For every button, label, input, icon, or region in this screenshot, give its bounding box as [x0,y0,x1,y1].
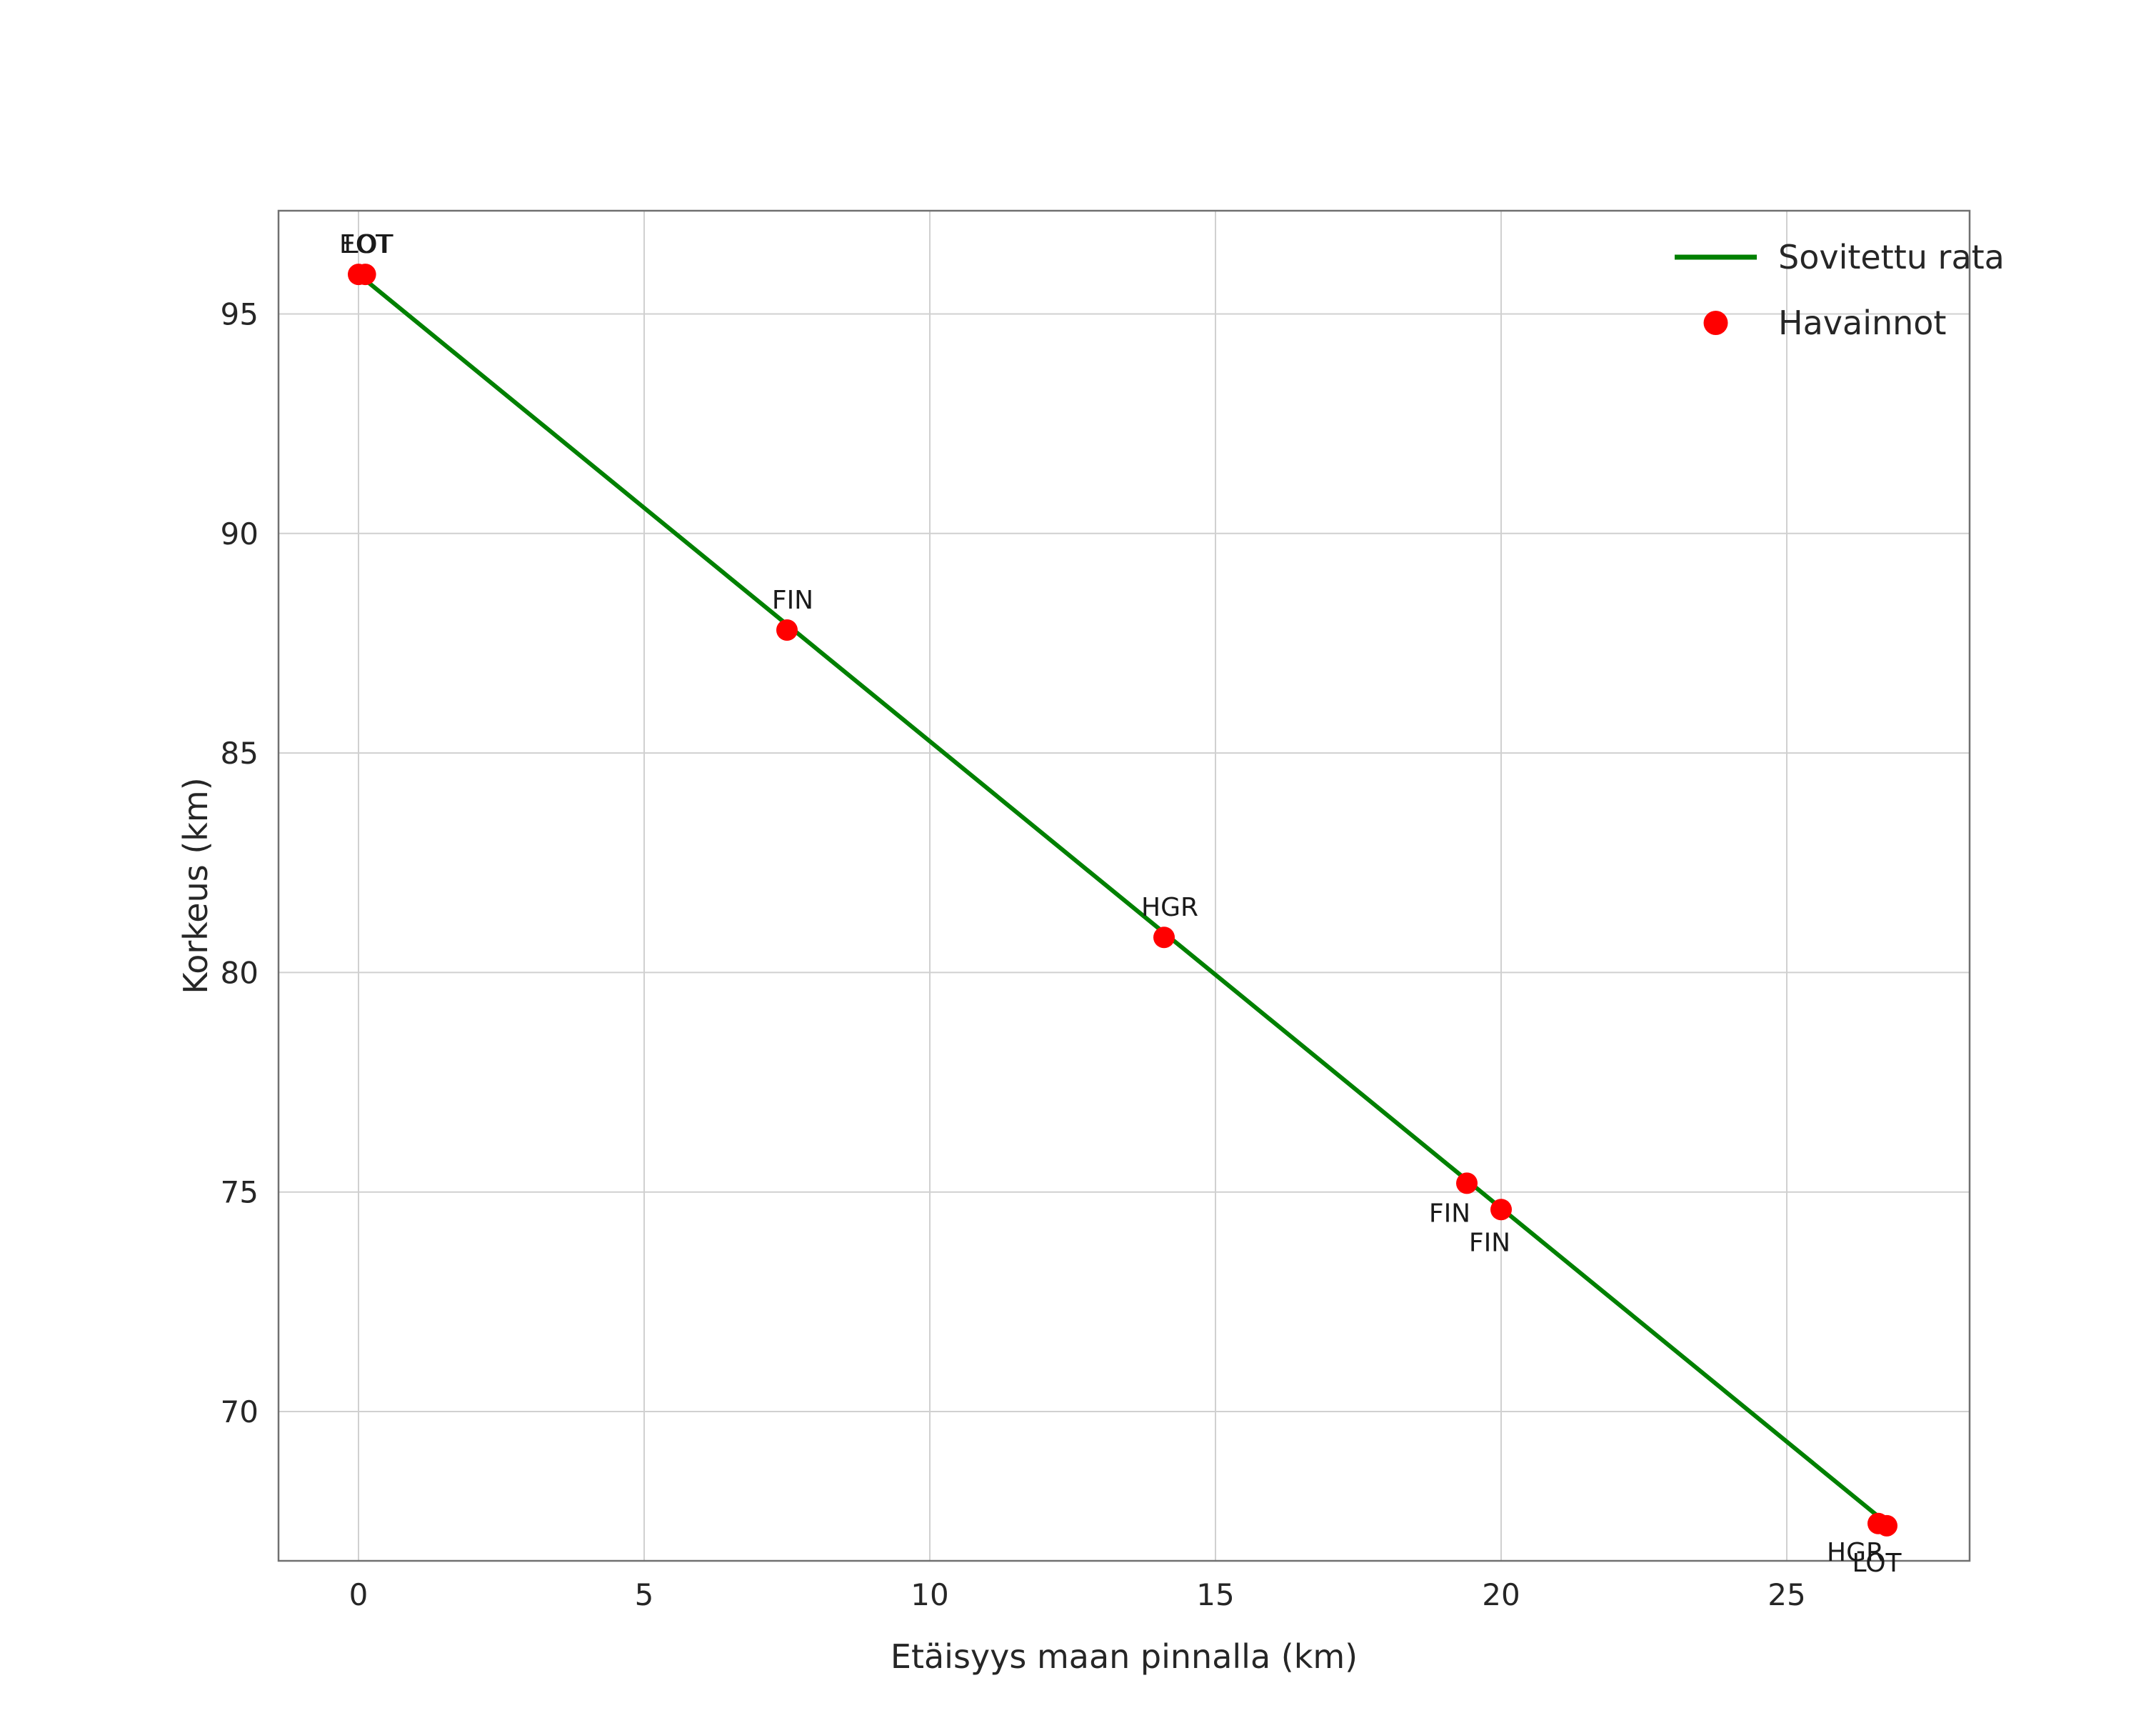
x-tick-label: 25 [1768,1577,1805,1612]
y-tick-label: 80 [221,955,259,990]
point-label: EOT [339,230,392,259]
plot-frame [277,209,1971,1562]
observation-point [1456,1172,1478,1194]
x-tick-label: 20 [1482,1577,1520,1612]
fitted-trajectory-line [356,272,1892,1528]
y-tick-label: 75 [221,1175,259,1210]
x-tick-label: 0 [349,1577,368,1612]
point-label: HGR [1827,1538,1884,1567]
x-axis-label: Etäisyys maan pinnalla (km) [891,1637,1358,1676]
point-label: LOT [344,230,393,259]
legend-label: Havainnot [1778,304,1946,342]
y-tick-label: 95 [221,296,259,331]
observation-point [354,264,376,286]
y-axis-label: Korkeus (km) [176,777,215,994]
observation-point [1490,1199,1512,1221]
x-tick-label: 10 [911,1577,948,1612]
legend-label: Sovitettu rata [1778,238,2005,276]
y-tick-label: 70 [221,1394,259,1429]
y-tick-label: 85 [221,736,259,771]
point-label: FIN [1429,1199,1470,1228]
observation-point [1876,1514,1897,1537]
x-tick-label: 15 [1196,1577,1234,1612]
legend-dot-swatch [1703,311,1728,335]
point-label: LOT [1852,1549,1902,1578]
point-label: FIN [1469,1228,1510,1257]
y-tick-label: 90 [221,516,259,551]
x-tick-label: 5 [635,1577,654,1612]
point-label: FIN [772,586,813,615]
observation-point [1153,927,1175,949]
observation-point [776,619,798,641]
point-label: HGR [1141,893,1198,922]
